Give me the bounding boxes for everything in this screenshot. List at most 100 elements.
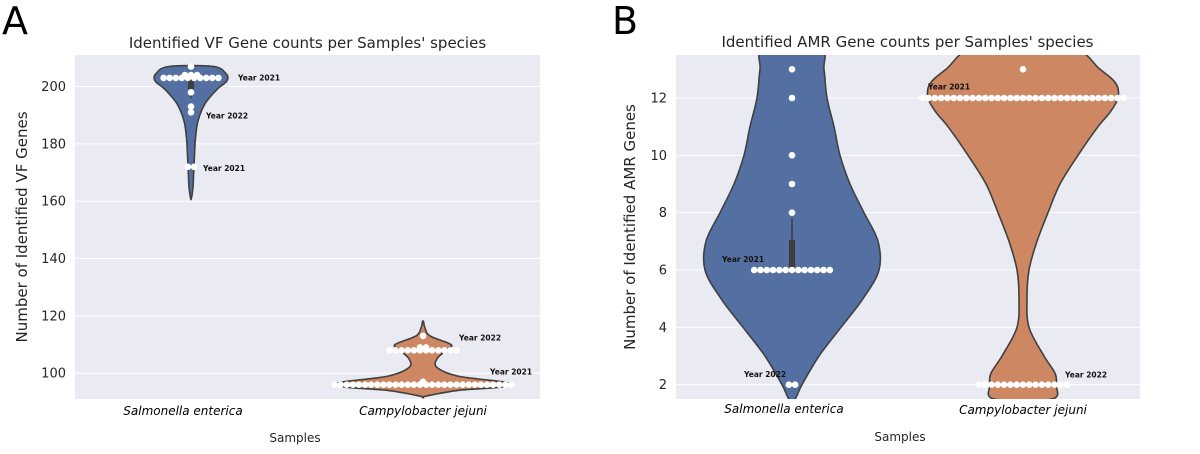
data-point [435, 347, 442, 354]
data-point [801, 266, 808, 274]
data-point [782, 266, 789, 274]
data-point [190, 163, 198, 171]
data-point [826, 266, 834, 274]
data-point [459, 381, 466, 389]
data-point [769, 266, 777, 274]
data-point [925, 94, 932, 102]
panel-b-annotation: Year 2022 [1064, 371, 1107, 380]
data-point [386, 381, 393, 389]
panel-a-annotation: Year 2021 [202, 164, 245, 173]
data-point [483, 381, 491, 389]
panel-a-y-axis-label: Number of Identified VF Genes [13, 111, 31, 342]
panel-a-gridlines [75, 86, 540, 374]
y-tick-label: 100 [41, 367, 66, 382]
data-point [757, 266, 764, 274]
data-point [791, 381, 799, 389]
panel-a-y-tick-labels: 100 120 140 160 180 200 [41, 80, 66, 382]
data-point [950, 94, 957, 102]
y-tick-label: 10 [650, 149, 667, 164]
data-point [453, 347, 460, 354]
data-point [788, 94, 796, 102]
panel-b-annotation: Year 2021 [927, 83, 970, 92]
panel-a-letter: A [2, 0, 28, 43]
data-point [187, 109, 195, 116]
data-point [788, 66, 796, 73]
panel-b: B Identified AMR Gene counts per Samples… [612, 0, 1140, 444]
iqr-box [789, 239, 795, 270]
data-point [404, 381, 412, 389]
data-point [975, 381, 983, 389]
y-tick-label: 4 [659, 321, 667, 336]
data-point [172, 74, 180, 82]
panel-b-y-tick-labels: 2 4 6 8 10 12 [650, 92, 667, 394]
data-point [337, 381, 344, 389]
data-point [203, 74, 210, 82]
data-point [477, 381, 485, 389]
y-tick-label: 12 [650, 92, 667, 107]
data-point [944, 94, 951, 102]
data-point [209, 74, 216, 82]
panel-a-annotation: Year 2022 [205, 112, 248, 121]
data-point [988, 94, 995, 102]
panel-b-letter: B [612, 0, 638, 43]
data-point [419, 378, 427, 386]
data-point [187, 71, 195, 79]
data-point [441, 381, 448, 389]
data-point [166, 74, 173, 82]
data-point [422, 344, 430, 351]
panel-b-category-label-salmonella: Salmonella enterica [724, 402, 843, 416]
data-point [1032, 381, 1039, 389]
data-point [1026, 381, 1033, 389]
data-point [1000, 94, 1008, 102]
panel-b-data-points [750, 66, 1128, 389]
data-point [416, 344, 424, 351]
panel-a-title: Identified VF Gene counts per Samples' s… [129, 34, 486, 52]
data-point [1057, 94, 1065, 102]
data-point [994, 381, 1002, 389]
data-point [471, 381, 479, 389]
data-point [1101, 94, 1109, 102]
data-point [1120, 94, 1128, 102]
data-point [392, 381, 399, 389]
data-point [788, 152, 796, 159]
data-point [1070, 94, 1077, 102]
panel-a-category-label-salmonella: Salmonella enterica [123, 404, 242, 418]
data-point [918, 94, 926, 102]
data-point [763, 266, 771, 274]
data-point [187, 103, 195, 110]
data-point [502, 381, 509, 389]
data-point [788, 209, 796, 216]
y-tick-label: 120 [41, 309, 66, 324]
data-point [820, 266, 827, 274]
y-tick-label: 140 [41, 252, 66, 267]
data-point [975, 94, 983, 102]
data-point [215, 74, 222, 82]
data-point [1044, 94, 1052, 102]
data-point [1038, 381, 1046, 389]
data-point [392, 347, 399, 354]
data-point [969, 94, 976, 102]
data-point [349, 381, 357, 389]
data-point [181, 71, 189, 79]
data-point [361, 381, 369, 389]
data-point [398, 347, 405, 354]
data-point [1019, 66, 1027, 73]
data-point [1007, 94, 1014, 102]
panel-a-annotation: Year 2022 [458, 334, 501, 343]
data-point [1089, 94, 1096, 102]
data-point [428, 347, 436, 354]
data-point [419, 332, 427, 340]
data-point [1051, 381, 1058, 389]
data-point [508, 381, 515, 389]
data-point [447, 347, 454, 354]
data-point [465, 381, 473, 389]
panel-b-y-axis-label: Number of Identified AMR Genes [621, 104, 639, 350]
data-point [453, 381, 460, 389]
data-point [410, 381, 418, 389]
data-point [187, 63, 195, 70]
y-tick-label: 2 [659, 378, 667, 393]
data-point [1013, 381, 1020, 389]
data-point [788, 180, 796, 188]
data-point [331, 381, 338, 389]
